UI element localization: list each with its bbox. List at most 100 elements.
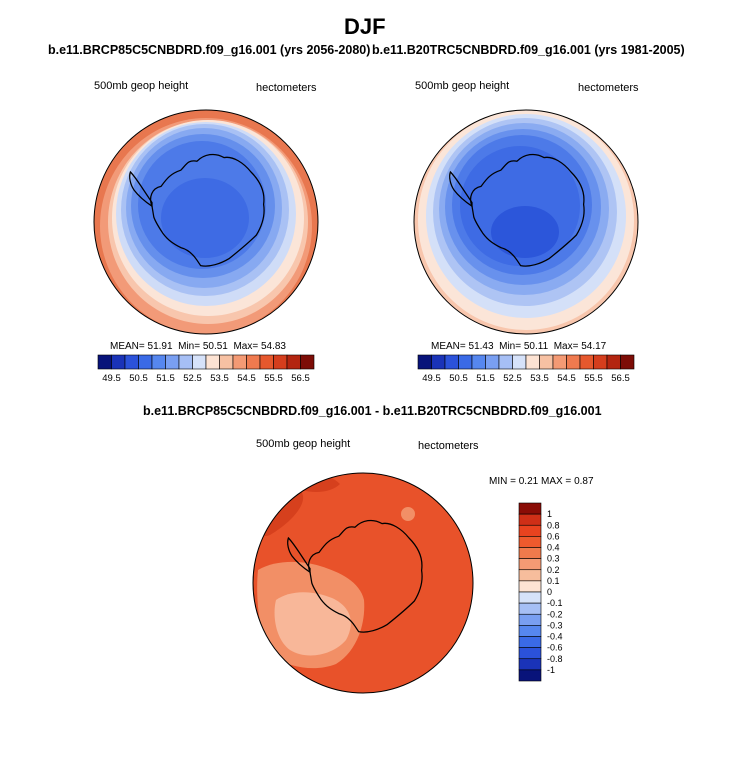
right-colorbar-tick-label: 51.5 (476, 373, 495, 384)
right-mean-label: MEAN= (431, 341, 466, 352)
right-colorbar-swatch (498, 354, 513, 370)
left-colorbar-tick-label: 50.5 (129, 373, 148, 384)
diff-map-border (252, 472, 474, 694)
diff-colorbar-swatch (518, 658, 542, 671)
left-colorbar-swatch (286, 354, 301, 370)
right-colorbar-swatch (485, 354, 500, 370)
left-colorbar-swatch (97, 354, 112, 370)
left-min-value: 50.51 (202, 341, 228, 352)
right-colorbar-swatch (593, 354, 608, 370)
season-title: DJF (344, 14, 386, 39)
left-colorbar-swatch (151, 354, 166, 370)
diff-colorbar-swatch (518, 513, 542, 526)
left-max-value: 54.83 (260, 341, 286, 352)
right-colorbar: 49.5 50.5 51.5 52.5 53.5 54.5 55.5 56.5 (417, 354, 635, 384)
left-units-label: hectometers (256, 82, 317, 94)
left-map (94, 110, 318, 334)
diff-colorbar-swatch (518, 536, 542, 548)
diff-colorbar-swatch (518, 669, 542, 682)
diff-colorbar-swatch (518, 625, 542, 637)
right-units-label: hectometers (578, 82, 639, 94)
right-colorbar-swatch (512, 354, 527, 370)
right-colorbar-swatch (620, 354, 635, 370)
diff-variable-label: 500mb geop height (256, 438, 351, 450)
left-colorbar-swatch (219, 354, 234, 370)
diff-colorbar-tick-label: -1 (547, 665, 555, 675)
right-colorbar-tick-label: 54.5 (557, 373, 576, 384)
diff-colorbar-swatch (518, 580, 542, 593)
diff-colorbar-swatch (518, 591, 542, 604)
left-colorbar-swatch (259, 354, 274, 370)
left-colorbar-swatch (165, 354, 180, 370)
left-max-label: Max= (233, 341, 259, 352)
left-colorbar-swatch (273, 354, 288, 370)
diff-colorbar-tick-label: -0.4 (547, 632, 563, 642)
diff-colorbar-swatch (518, 569, 542, 582)
diff-colorbar-swatch (518, 613, 542, 626)
right-max-label: Max= (553, 341, 579, 352)
diff-colorbar-tick-label: -0.3 (547, 620, 563, 630)
right-colorbar-tick-label: 50.5 (449, 373, 468, 384)
right-colorbar-swatch (579, 354, 594, 370)
right-stats: MEAN= 51.43 Min= 50.11 Max= 54.17 (431, 341, 606, 352)
right-colorbar-swatch (539, 354, 554, 370)
right-variable-label: 500mb geop height (415, 80, 510, 92)
left-colorbar-tick-label: 56.5 (291, 373, 310, 384)
right-colorbar-tick-label: 56.5 (611, 373, 630, 384)
left-mean-value: 51.91 (147, 341, 173, 352)
left-colorbar-tick-label: 49.5 (102, 373, 121, 384)
right-min-label: Min= (499, 341, 522, 352)
right-colorbar-tick-label: 52.5 (503, 373, 522, 384)
right-colorbar-swatch (444, 354, 459, 370)
diff-colorbar-swatch (518, 647, 542, 660)
diff-min-value: 0.21 (518, 476, 539, 487)
diff-colorbar-swatch (518, 502, 542, 515)
right-map-border (413, 109, 639, 335)
left-colorbar-swatch (111, 354, 126, 370)
diff-panel-title: b.e11.BRCP85C5CNBDRD.f09_g16.001 - b.e11… (143, 404, 602, 418)
diff-map (253, 473, 473, 693)
diff-stats: MIN = 0.21 MAX = 0.87 (489, 476, 594, 487)
left-colorbar-swatch (124, 354, 139, 370)
left-min-label: Min= (178, 341, 201, 352)
left-map-border (93, 109, 319, 335)
right-mean-value: 51.43 (468, 341, 494, 352)
diff-colorbar-tick-label: 0.6 (547, 531, 560, 541)
left-colorbar: 49.5 50.5 51.5 52.5 53.5 54.5 55.5 56.5 (97, 354, 315, 384)
right-colorbar-swatch (417, 354, 432, 370)
diff-colorbar-swatch (518, 558, 542, 571)
diff-colorbar-swatch (518, 602, 542, 615)
diff-colorbar-tick-label: 0.4 (547, 543, 560, 553)
diff-colorbar-tick-label: -0.6 (547, 643, 563, 653)
diff-colorbar: 10.80.6 0.40.30.20.10-0.1-0.2-0.3 -0.4-0.6… (518, 502, 563, 682)
left-mean-label: MEAN= (110, 341, 145, 352)
right-colorbar-tick-label: 55.5 (584, 373, 603, 384)
left-colorbar-swatch (192, 354, 207, 370)
right-colorbar-swatch (566, 354, 581, 370)
left-panel-title: b.e11.BRCP85C5CNBDRD.f09_g16.001 (yrs 20… (48, 43, 371, 57)
left-colorbar-swatch (205, 354, 220, 370)
left-colorbar-tick-label: 53.5 (210, 373, 229, 384)
diff-colorbar-tick-label: -0.8 (547, 654, 563, 664)
right-panel-title: b.e11.B20TRC5CNBDRD.f09_g16.001 (yrs 198… (372, 43, 685, 57)
diff-min-label: MIN = (489, 476, 516, 487)
left-stats: MEAN= 51.91 Min= 50.51 Max= 54.83 (110, 341, 286, 352)
right-colorbar-swatch (471, 354, 486, 370)
right-colorbar-swatch (552, 354, 567, 370)
diff-colorbar-tick-label: 0.1 (547, 576, 560, 586)
diff-colorbar-tick-label: -0.1 (547, 598, 563, 608)
right-colorbar-swatch (431, 354, 446, 370)
diff-colorbar-swatch (518, 636, 542, 648)
left-colorbar-tick-label: 52.5 (183, 373, 202, 384)
left-colorbar-tick-label: 54.5 (237, 373, 256, 384)
diff-colorbar-tick-label: 0 (547, 587, 552, 597)
left-colorbar-swatch (246, 354, 261, 370)
right-colorbar-swatch (525, 354, 540, 370)
left-colorbar-swatch (232, 354, 247, 370)
diff-colorbar-swatch (518, 524, 542, 537)
left-colorbar-swatch (138, 354, 153, 370)
diff-colorbar-swatch (518, 547, 542, 559)
right-colorbar-tick-label: 53.5 (530, 373, 549, 384)
diff-colorbar-tick-label: 0.2 (547, 565, 560, 575)
